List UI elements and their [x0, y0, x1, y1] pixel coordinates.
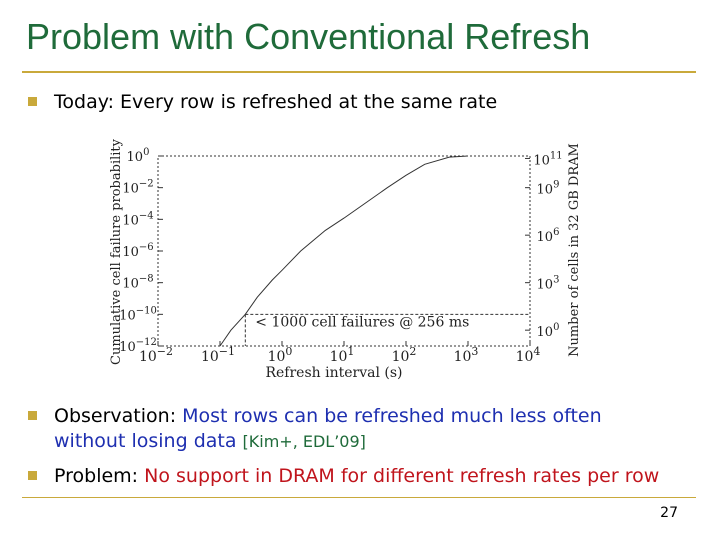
bullet-3-problem: No support in DRAM for different refresh…	[144, 465, 660, 487]
page-number: 27	[660, 505, 678, 521]
y2-tick-label: 106	[537, 227, 560, 245]
x-tick-label: 101	[330, 345, 355, 365]
failure-probability-line	[219, 155, 469, 347]
y-tick-label: 10−2	[122, 179, 153, 197]
x-tick-label: 104	[516, 345, 541, 365]
bullet-3: Problem: No support in DRAM for differen…	[54, 464, 659, 488]
bullet-2: Observation: Most rows can be refreshed …	[54, 404, 602, 428]
x-tick-label: 100	[268, 345, 293, 365]
footer-divider	[22, 497, 696, 498]
title-divider	[22, 71, 696, 73]
slide-title: Problem with Conventional Refresh	[26, 16, 591, 57]
bullet-1: Today: Every row is refreshed at the sam…	[54, 90, 497, 114]
bullet-2-continuation: without losing data	[54, 430, 243, 452]
y-tick-label: 10−6	[122, 242, 153, 260]
x-axis-label: Refresh interval (s)	[265, 365, 402, 381]
citation: [Kim+, EDL’09]	[242, 432, 366, 451]
bullet-2-observation: Most rows can be refreshed much less oft…	[182, 405, 602, 427]
x-tick-label: 103	[454, 345, 479, 365]
x-tick-label: 102	[392, 345, 417, 365]
bullet-marker-2	[28, 411, 37, 420]
y-tick-label: 10−8	[122, 274, 153, 292]
plot-frame	[157, 155, 531, 347]
y2-tick-label: 109	[537, 180, 560, 198]
y-tick-label: 10−10	[119, 305, 157, 323]
x-tick-label: 10−2	[139, 345, 173, 365]
bullet-marker-1	[28, 97, 37, 106]
y2-axis-label: Number of cells in 32 GB DRAM	[567, 143, 582, 357]
y-tick-label: 10−4	[122, 210, 153, 228]
y2-tick-label: 1011	[533, 150, 562, 168]
bullet-1-text: Today: Every row is refreshed at the sam…	[54, 91, 498, 113]
x-tick-label: 10−1	[201, 345, 235, 365]
bullet-3-label: Problem:	[54, 465, 145, 487]
annotation-label: < 1000 cell failures @ 256 ms	[255, 314, 469, 330]
bullet-marker-3	[28, 471, 37, 480]
y-axis-label: Cumulative cell failure probability	[109, 138, 124, 365]
y-tick-label: 10−12	[119, 337, 157, 355]
y2-tick-label: 100	[537, 322, 560, 340]
bullet-2-continued: without losing data [Kim+, EDL’09]	[54, 429, 366, 454]
y2-tick-label: 103	[537, 275, 560, 293]
bullet-2-label: Observation:	[54, 405, 183, 427]
y-tick-label: 100	[127, 147, 150, 165]
